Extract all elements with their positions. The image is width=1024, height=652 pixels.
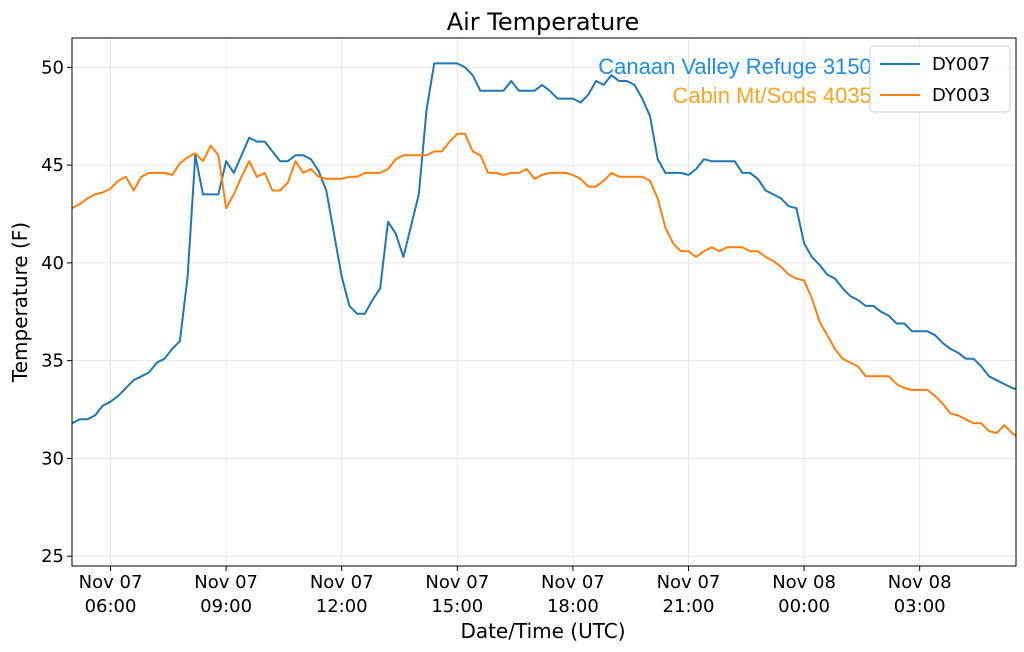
annotation-canaan-valley: Canaan Valley Refuge 3150' [598, 54, 876, 79]
annotation-cabin-mt: Cabin Mt/Sods 4035' [672, 83, 876, 108]
x-tick-label-date: Nov 07 [657, 572, 721, 593]
plot-frame [71, 37, 1017, 567]
y-axis-ticks: 25 30 35 40 45 50 [41, 57, 72, 567]
legend-label-dy003: DY003 [932, 85, 990, 106]
gridlines [72, 38, 1016, 566]
x-tick-label-time: 03:00 [894, 596, 946, 617]
x-tick-label-date: Nov 07 [79, 572, 143, 593]
y-tick-label: 45 [41, 155, 64, 176]
y-tick-label: 50 [41, 57, 64, 78]
x-tick-label-time: 06:00 [85, 596, 137, 617]
x-tick-label-date: Nov 07 [310, 572, 374, 593]
x-tick-label-date: Nov 08 [888, 572, 952, 593]
x-tick-label-date: Nov 07 [541, 572, 605, 593]
x-tick-label-date: Nov 07 [194, 572, 258, 593]
x-tick-label-time: 12:00 [316, 596, 368, 617]
x-tick-label-time: 21:00 [663, 596, 715, 617]
x-tick-label-time: 15:00 [431, 596, 483, 617]
x-tick-label-date: Nov 07 [425, 572, 489, 593]
x-axis-label: Date/Time (UTC) [460, 619, 625, 643]
y-tick-label: 35 [41, 351, 64, 372]
x-axis-ticks: Nov 07 06:00 Nov 07 09:00 Nov 07 12:00 Nov 07 1… [79, 566, 952, 617]
legend-label-dy007: DY007 [932, 54, 990, 75]
x-tick-label-time: 09:00 [200, 596, 252, 617]
y-axis-label: Temperature (F) [8, 222, 32, 383]
x-tick-label-date: Nov 08 [772, 572, 836, 593]
y-tick-label: 25 [41, 546, 64, 567]
y-tick-label: 30 [41, 448, 64, 469]
chart-title: Air Temperature [447, 8, 640, 36]
series-line-dy007 [72, 62, 1016, 425]
y-tick-label: 40 [41, 253, 64, 274]
series-line-dy003 [72, 132, 1016, 438]
series-lines [72, 62, 1016, 438]
x-tick-label-time: 18:00 [547, 596, 599, 617]
legend: DY007 DY003 [869, 45, 1011, 113]
x-tick-label-time: 00:00 [778, 596, 830, 617]
